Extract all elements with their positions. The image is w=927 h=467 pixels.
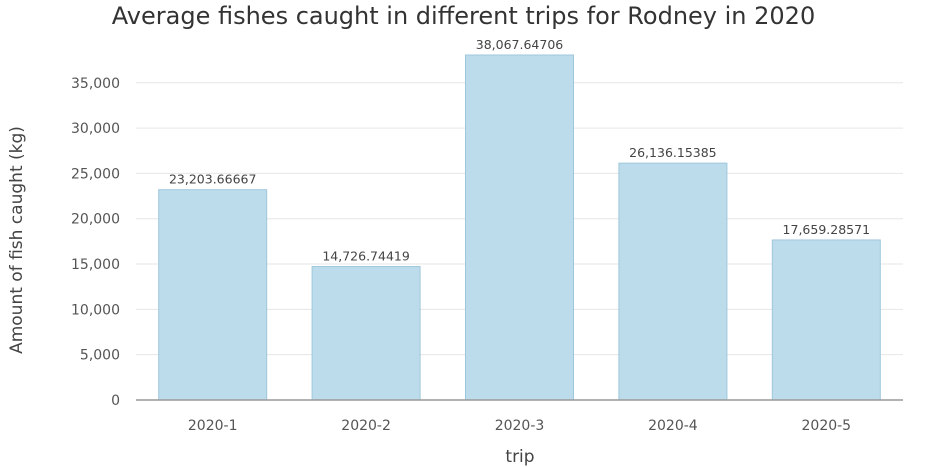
data-label: 23,203.66667 — [169, 172, 256, 187]
data-label: 26,136.15385 — [629, 145, 716, 160]
y-tick-label: 25,000 — [71, 166, 120, 182]
x-axis-title: trip — [505, 447, 534, 467]
bar-2020-5[interactable] — [771, 239, 881, 401]
chart-title: Average fishes caught in different trips… — [111, 2, 816, 30]
bar-2020-2[interactable] — [311, 266, 421, 401]
y-axis: 0 5,000 10,000 15,000 20,000 25,000 30,000 35,0… — [71, 76, 120, 409]
x-tick-label: 2020-3 — [495, 418, 545, 434]
x-tick-label: 2020-5 — [802, 418, 852, 434]
y-tick-label: 0 — [111, 393, 120, 409]
x-tick-label: 2020-1 — [188, 418, 238, 434]
y-tick-label: 30,000 — [71, 121, 120, 137]
y-axis-title: Amount of fish caught (kg) — [7, 126, 27, 354]
data-label: 14,726.74419 — [322, 249, 410, 264]
y-tick-label: 15,000 — [71, 257, 120, 273]
bar-2020-1[interactable] — [158, 189, 268, 401]
data-labels: 23,203.66667 14,726.74419 38,067.64706 26,1… — [169, 37, 870, 264]
y-tick-label: 5,000 — [80, 348, 120, 364]
y-tick-label: 10,000 — [71, 302, 120, 318]
y-tick-label: 35,000 — [71, 76, 120, 92]
y-tick-label: 20,000 — [71, 212, 120, 228]
x-tick-label: 2020-2 — [341, 418, 391, 434]
bar-2020-4[interactable] — [618, 162, 728, 401]
data-label: 17,659.28571 — [783, 222, 870, 237]
x-axis: 2020-1 2020-2 2020-3 2020-4 2020-5 — [188, 418, 851, 434]
bars — [158, 54, 881, 401]
x-tick-label: 2020-4 — [648, 418, 698, 434]
bar-2020-3[interactable] — [465, 54, 574, 401]
data-label: 38,067.64706 — [476, 37, 564, 52]
